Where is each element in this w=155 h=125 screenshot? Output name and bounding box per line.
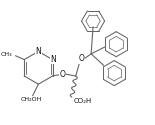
Text: CH₂OH: CH₂OH [21, 97, 42, 102]
Text: CH₃: CH₃ [1, 52, 13, 57]
Text: CO₂H: CO₂H [74, 98, 92, 104]
Text: N: N [50, 55, 56, 64]
Text: N: N [35, 47, 41, 56]
Text: O: O [79, 54, 84, 63]
Text: O: O [59, 70, 65, 79]
